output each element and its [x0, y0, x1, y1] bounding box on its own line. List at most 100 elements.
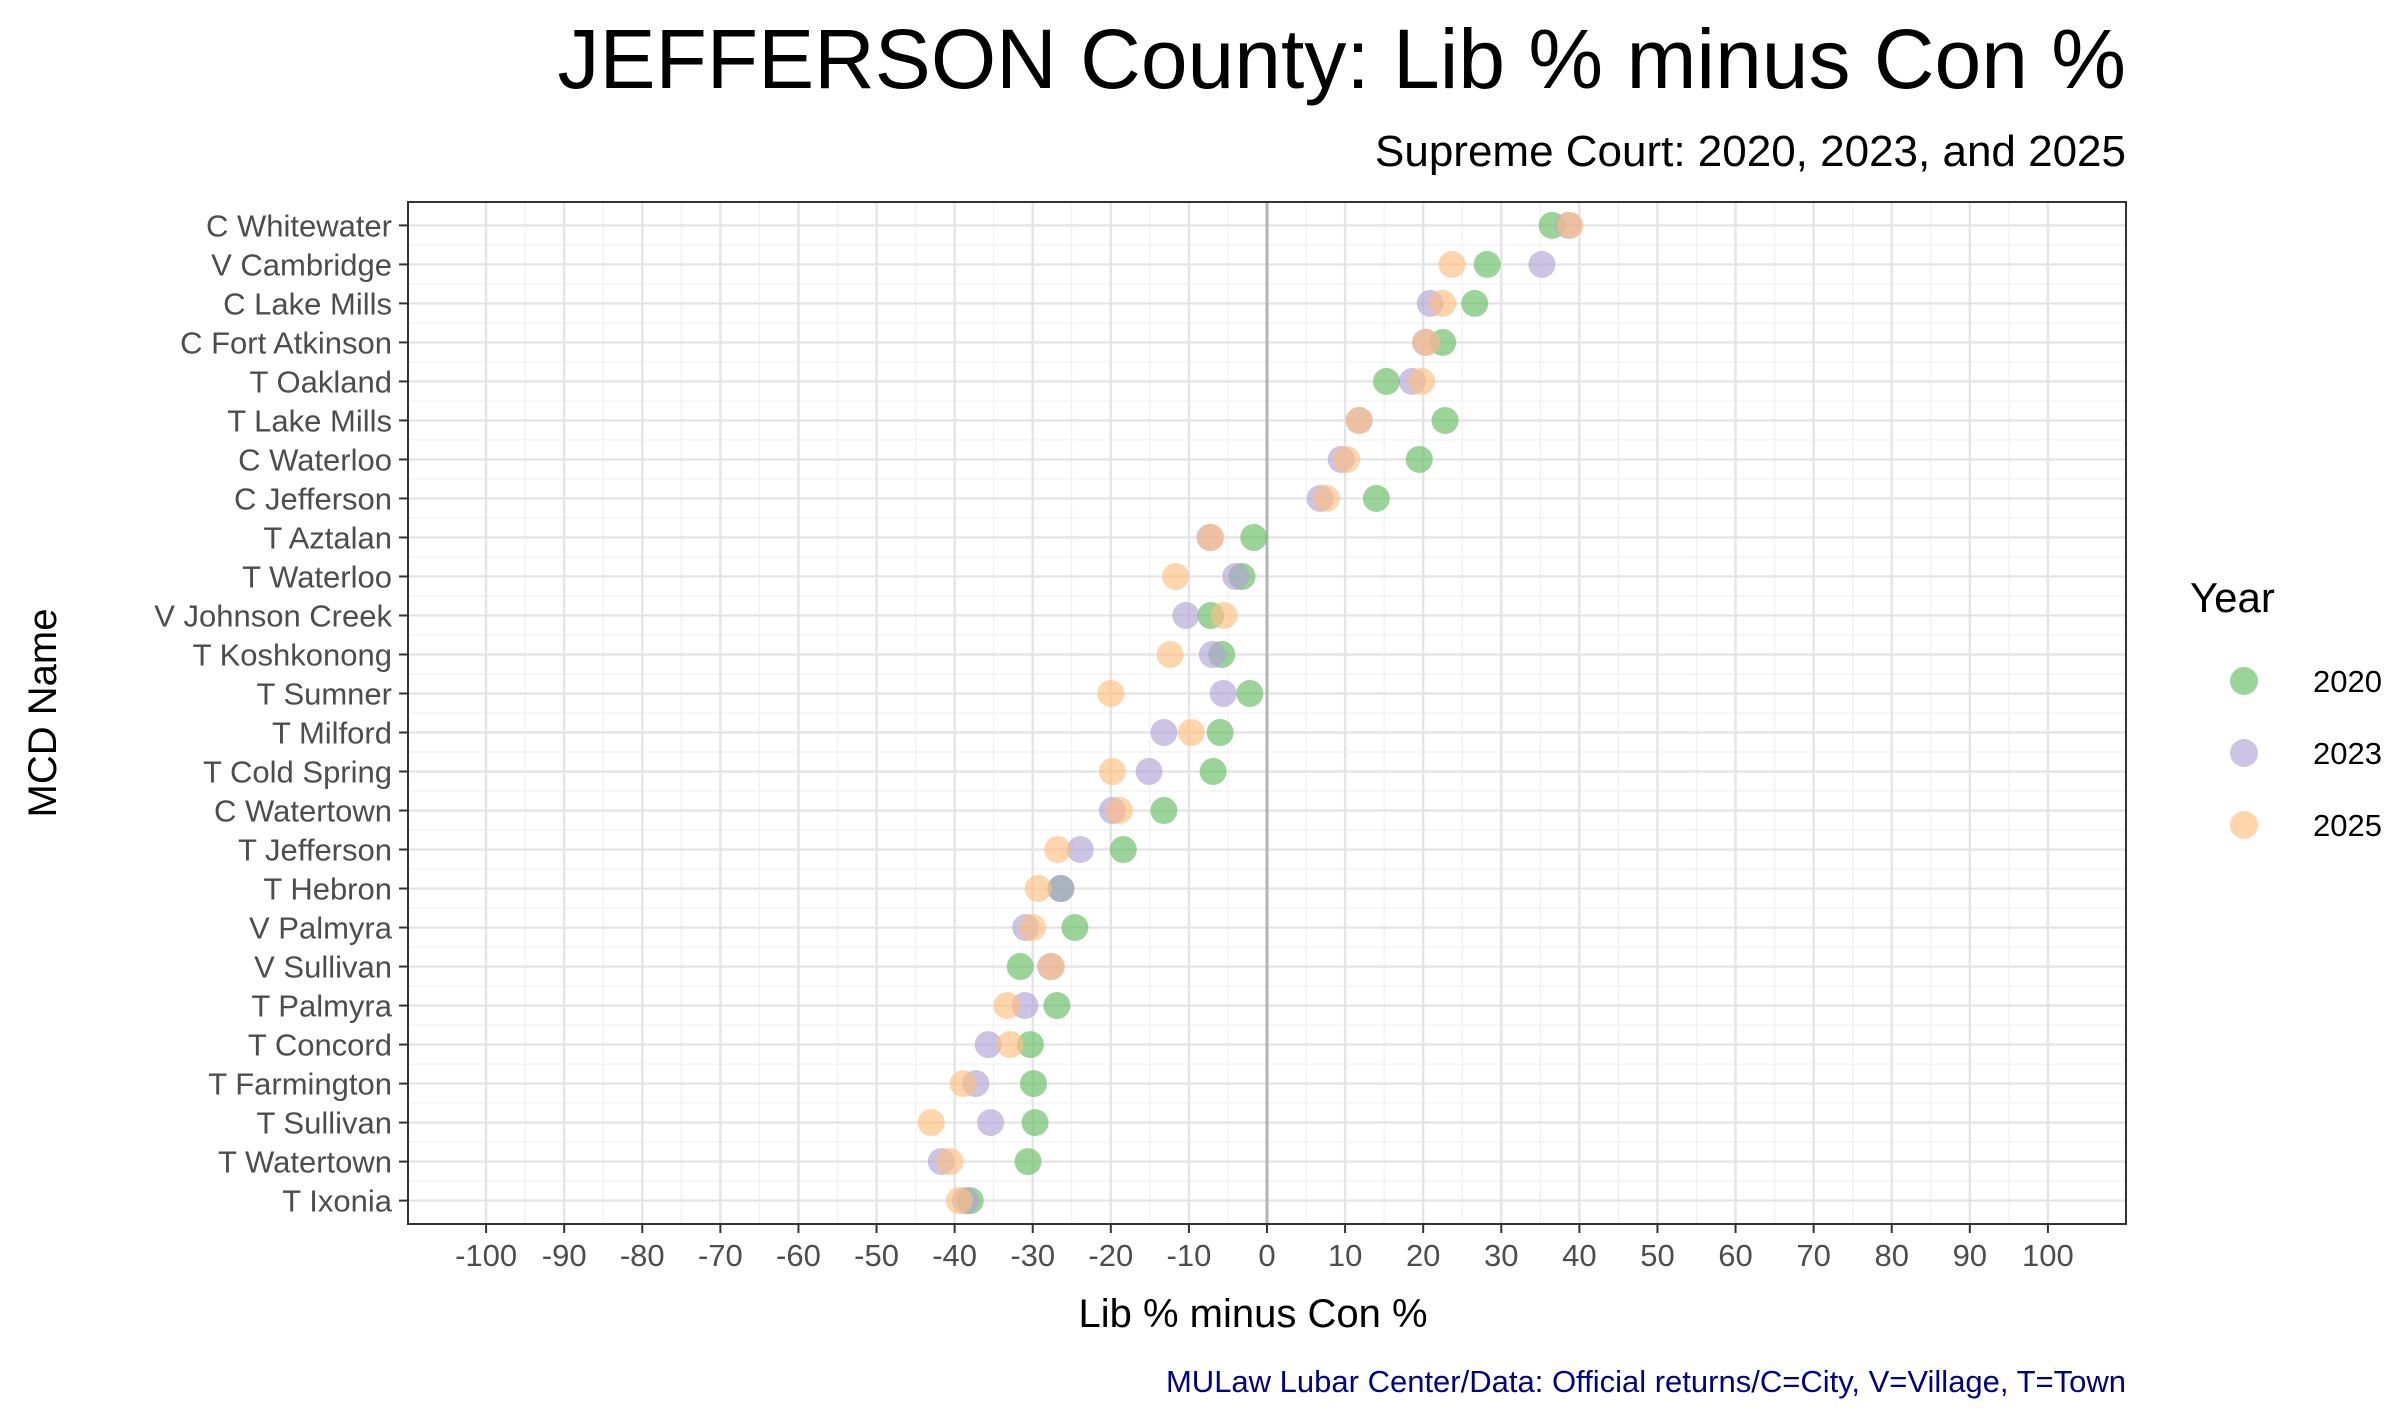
x-tick-label: -60 — [776, 1238, 821, 1273]
y-tick-label: T Oakland — [250, 364, 392, 399]
legend-label: 2023 — [2313, 736, 2382, 771]
chart-subtitle: Supreme Court: 2020, 2023, and 2025 — [1375, 127, 2126, 176]
x-tick-label: 40 — [1562, 1238, 1596, 1273]
legend-label: 2020 — [2313, 664, 2382, 699]
y-tick-label: C Waterloo — [238, 442, 392, 477]
legend-title: Year — [2190, 574, 2275, 621]
point-2020 — [1473, 250, 1501, 278]
x-tick-label: 20 — [1406, 1238, 1440, 1273]
point-2020 — [1461, 289, 1489, 317]
x-tick-label: -20 — [1088, 1238, 1133, 1273]
point-2020 — [1150, 797, 1178, 825]
point-2020 — [1199, 758, 1227, 786]
point-2020 — [1014, 1148, 1042, 1176]
x-tick-label: -10 — [1167, 1238, 1212, 1273]
y-tick-label: T Sullivan — [256, 1106, 392, 1141]
x-tick-label: 60 — [1718, 1238, 1752, 1273]
point-2025 — [1412, 328, 1440, 356]
point-2020 — [1006, 953, 1034, 981]
point-2020 — [1431, 406, 1459, 434]
x-tick-label: -90 — [542, 1238, 587, 1273]
x-tick-label: 90 — [1953, 1238, 1987, 1273]
point-2023 — [1047, 875, 1075, 903]
y-axis-title: MCD Name — [21, 609, 65, 818]
chart-title: JEFFERSON County: Lib % minus Con % — [557, 12, 2126, 106]
point-2023 — [1150, 719, 1178, 747]
y-tick-label: T Jefferson — [238, 833, 392, 868]
point-2025 — [1197, 523, 1225, 551]
point-2020 — [1109, 836, 1137, 864]
y-tick-label: C Lake Mills — [223, 286, 392, 321]
x-tick-label: 10 — [1328, 1238, 1362, 1273]
x-tick-label: -70 — [698, 1238, 743, 1273]
point-2025 — [945, 1187, 973, 1215]
point-2025 — [949, 1070, 977, 1098]
x-tick-label: -40 — [932, 1238, 977, 1273]
x-tick-label: 80 — [1874, 1238, 1908, 1273]
y-tick-label: C Fort Atkinson — [180, 325, 392, 360]
legend: Year 2020 2023 2025 — [2190, 574, 2382, 843]
y-tick-label: T Concord — [248, 1028, 392, 1063]
point-2025 — [917, 1109, 945, 1137]
point-2025 — [1408, 367, 1436, 395]
x-tick-label: -100 — [455, 1238, 517, 1273]
y-tick-label: C Jefferson — [234, 481, 392, 516]
y-tick-label: V Johnson Creek — [154, 598, 392, 633]
point-2025 — [1156, 640, 1184, 668]
y-tick-label: T Aztalan — [263, 520, 392, 555]
point-2020 — [1362, 484, 1390, 512]
x-tick-label: -80 — [620, 1238, 665, 1273]
point-2023 — [1222, 562, 1250, 590]
point-2025 — [1097, 679, 1125, 707]
point-2020 — [1061, 914, 1089, 942]
y-tick-label: T Lake Mills — [227, 403, 392, 438]
y-tick-label: T Hebron — [263, 872, 392, 907]
point-2025 — [1162, 562, 1190, 590]
legend-items: 2020 2023 2025 — [2230, 664, 2382, 843]
point-2020 — [1021, 1109, 1049, 1137]
point-2025 — [1429, 289, 1457, 317]
y-tick-label: T Palmyra — [251, 989, 392, 1024]
x-tick-label: 100 — [2022, 1238, 2074, 1273]
point-2025 — [936, 1148, 964, 1176]
point-2023 — [1135, 758, 1163, 786]
x-tick-label: 70 — [1796, 1238, 1830, 1273]
y-tick-label: T Sumner — [256, 676, 392, 711]
point-2025 — [1037, 953, 1065, 981]
point-2020 — [1240, 523, 1268, 551]
point-2025 — [1024, 875, 1052, 903]
point-2025 — [1105, 797, 1133, 825]
point-2025 — [1019, 914, 1047, 942]
y-axis: C Whitewater V Cambridge C Lake Mills C For… — [154, 208, 408, 1219]
point-2020 — [1236, 679, 1264, 707]
chart-caption: MULaw Lubar Center/Data: Official return… — [1166, 1364, 2126, 1399]
point-2020 — [1043, 992, 1071, 1020]
point-2023 — [974, 1031, 1002, 1059]
legend-key-2023 — [2230, 739, 2258, 767]
point-2020 — [1016, 1031, 1044, 1059]
point-2023 — [977, 1109, 1005, 1137]
point-2023 — [1209, 679, 1237, 707]
legend-label: 2025 — [2313, 808, 2382, 843]
point-2025 — [1098, 758, 1126, 786]
y-tick-label: T Farmington — [208, 1067, 392, 1102]
point-2020 — [1206, 719, 1234, 747]
y-tick-label: T Koshkonong — [193, 637, 392, 672]
x-axis: -100 -90 -80 -70 -60 -50 -40 -30 -20 -10 0 10 20 30 40… — [455, 1224, 2074, 1273]
point-2025 — [1044, 836, 1072, 864]
y-tick-label: T Waterloo — [242, 559, 392, 594]
y-tick-label: T Watertown — [218, 1145, 392, 1180]
point-2025 — [1177, 719, 1205, 747]
y-tick-label: V Sullivan — [254, 950, 392, 985]
data-points — [917, 211, 1584, 1215]
point-2025 — [1210, 601, 1238, 629]
x-tick-label: 50 — [1640, 1238, 1674, 1273]
point-2023 — [1198, 640, 1226, 668]
point-2025 — [993, 992, 1021, 1020]
point-2025 — [996, 1031, 1024, 1059]
y-tick-label: C Watertown — [214, 794, 392, 829]
point-2023 — [1066, 836, 1094, 864]
point-2025 — [1438, 250, 1466, 278]
x-tick-label: -30 — [1010, 1238, 1055, 1273]
